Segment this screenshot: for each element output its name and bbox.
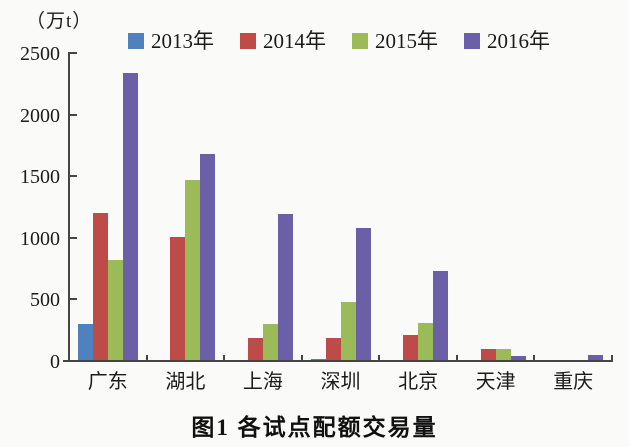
y-tick-label: 1000 [20,227,60,250]
legend-item: 2014年 [240,28,326,53]
bar [418,323,434,361]
bar [433,271,449,361]
y-tick-label: 0 [50,351,60,373]
bar [185,180,201,361]
x-tick [145,355,148,361]
y-tick-label: 2000 [20,104,60,127]
x-tick [455,355,458,361]
bar [122,73,138,361]
bar [588,355,604,361]
legend-label: 2015年 [375,28,438,53]
legend-swatch [352,33,368,49]
y-tick [70,113,77,116]
bar [355,228,371,361]
y-tick-label: 2500 [20,43,60,65]
y-axis-line [68,52,70,362]
bar [325,338,341,361]
x-tick [533,355,536,361]
x-tick [300,355,303,361]
bar [480,349,496,361]
bar [107,260,123,361]
bar [510,356,526,361]
x-tick [378,355,381,361]
bar [200,154,216,361]
legend: 2013年 2014年 2015年 2016年 [128,30,550,52]
x-tick [611,355,613,361]
x-category-label: 广东 [87,371,128,393]
x-axis-line [63,360,613,362]
x-category-label: 天津 [475,371,516,393]
y-tick [70,175,77,178]
legend-item: 2015年 [352,28,438,53]
y-tick [70,52,77,54]
y-tick [70,236,77,239]
y-tick [70,298,77,301]
bar [277,214,293,361]
bar [262,324,278,361]
bar [495,349,511,361]
legend-swatch [128,33,144,49]
bar [403,335,419,361]
legend-swatch [240,33,256,49]
y-tick-label: 500 [30,289,60,312]
plot-area [69,53,612,361]
bar [92,213,108,361]
x-category-label: 重庆 [553,371,594,393]
legend-label: 2016年 [487,28,550,53]
bar [247,338,263,361]
legend-item: 2016年 [464,28,550,53]
y-axis-unit-label: （万t） [26,11,93,32]
y-tick-label: 1500 [20,166,60,189]
bar [170,237,186,361]
legend-item: 2013年 [128,28,214,53]
bar [340,302,356,361]
legend-swatch [464,33,480,49]
x-category-label: 深圳 [320,371,361,393]
x-tick [223,355,226,361]
x-category-label: 北京 [398,371,439,393]
x-category-label: 上海 [242,371,283,393]
figure-caption: 图1 各试点配额交易量 [191,415,438,440]
x-category-label: 湖北 [165,371,206,393]
legend-label: 2014年 [263,28,326,53]
bar [77,324,93,361]
legend-label: 2013年 [151,28,214,53]
